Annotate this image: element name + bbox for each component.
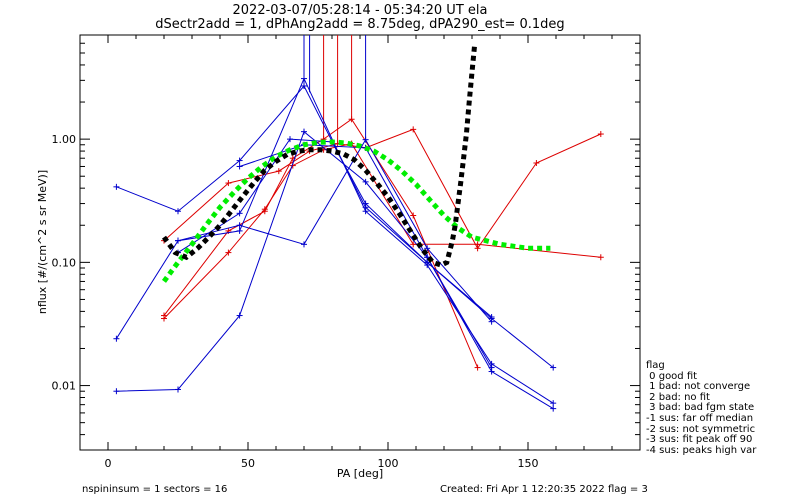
- y-tick-label: 1.00: [52, 133, 77, 146]
- data-point: [236, 157, 243, 164]
- legend-title: flag: [646, 360, 665, 371]
- data-point: [236, 312, 243, 319]
- data-point: [362, 178, 369, 185]
- data-series-line: [116, 130, 554, 410]
- data-point: [113, 388, 120, 395]
- data-point: [236, 222, 243, 229]
- data-point: [410, 241, 417, 248]
- legend-item: 1 bad: not converge: [646, 381, 751, 393]
- data-point: [236, 227, 243, 234]
- x-axis-label: PA [deg]: [337, 467, 383, 480]
- fit-curve: [161, 139, 551, 283]
- data-series-line: [239, 144, 493, 368]
- data-point: [410, 212, 417, 219]
- footer-created-info: Created: Fri Apr 1 12:20:35 2022 flag = …: [440, 484, 648, 495]
- data-point: [424, 259, 431, 266]
- x-tick-label: 100: [378, 457, 399, 470]
- data-point: [362, 200, 369, 207]
- y-axis-label: nflux [#/(cm^2 s sr MeV)]: [36, 170, 49, 314]
- data-point: [261, 206, 268, 213]
- data-point: [488, 364, 495, 371]
- legend-item: 2 bad: no fit: [646, 391, 710, 403]
- data-point: [301, 75, 307, 82]
- data-point: [161, 315, 167, 322]
- footer-spin-info: nspininsum = 1 sectors = 16: [82, 484, 228, 495]
- x-tick-label: 0: [105, 457, 112, 470]
- data-point: [275, 168, 282, 175]
- data-series-line: [115, 77, 554, 404]
- data-point: [348, 116, 355, 123]
- x-tick-label: 150: [518, 457, 539, 470]
- legend-item: -1 sus: far off median: [646, 412, 754, 424]
- legend-item: -3 sus: fit peak off 90: [646, 434, 753, 446]
- data-point: [236, 163, 243, 170]
- x-tick-label: 50: [241, 457, 255, 470]
- data-series-line: [177, 138, 492, 323]
- chart-subtitle: dSectr2add = 1, dPhAng2add = 8.75deg, dP…: [155, 17, 565, 32]
- data-point: [301, 241, 307, 248]
- legend-item: 3 bad: bad fgm state: [646, 402, 755, 414]
- data-point: [597, 254, 604, 261]
- data-point: [301, 128, 307, 135]
- data-point: [410, 126, 417, 133]
- data-point: [301, 82, 307, 89]
- data-point: [550, 400, 557, 407]
- data-point: [362, 208, 369, 215]
- data-point: [175, 237, 181, 244]
- flag-legend: flag 0 good fit 1 bad: not converge 2 ba…: [646, 360, 757, 456]
- data-point: [225, 180, 232, 187]
- fit-curve: [161, 42, 478, 268]
- data-point: [175, 208, 181, 215]
- data-point: [597, 131, 604, 138]
- data-point: [424, 245, 431, 252]
- data-point: [287, 136, 293, 143]
- data-point: [474, 364, 481, 371]
- data-point: [113, 335, 120, 342]
- data-point: [236, 210, 243, 217]
- data-point: [533, 160, 540, 167]
- chart-title: 2022-03-07/05:28:14 - 05:34:20 UT ela: [232, 3, 488, 18]
- data-point: [550, 364, 557, 371]
- data-point: [362, 136, 369, 143]
- legend-item: -4 sus: peaks high var: [646, 444, 757, 456]
- data-point: [175, 386, 181, 393]
- data-series-line: [163, 118, 479, 368]
- data-point: [474, 241, 481, 248]
- data-series-line: [116, 85, 554, 368]
- legend-item: -2 sus: not symmetric: [646, 423, 756, 435]
- data-point: [488, 314, 495, 321]
- y-tick-label: 0.01: [52, 380, 77, 393]
- legend-item: 0 good fit: [646, 370, 698, 382]
- data-point: [550, 405, 557, 412]
- data-point: [113, 183, 120, 190]
- data-point: [225, 249, 232, 256]
- y-tick-label: 0.10: [52, 256, 77, 269]
